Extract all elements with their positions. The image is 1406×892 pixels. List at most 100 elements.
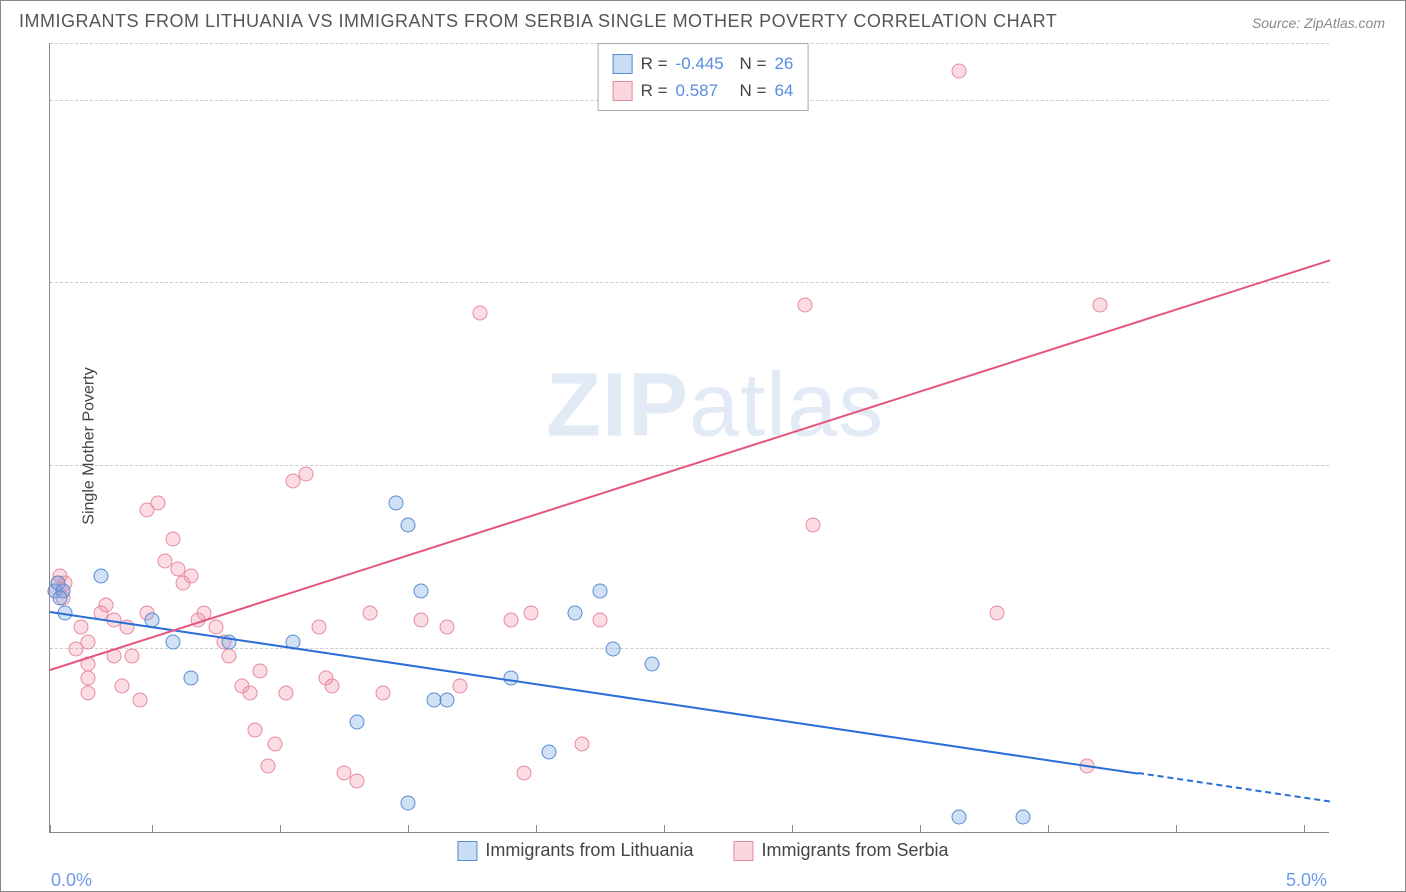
data-point [350, 773, 365, 788]
source-prefix: Source: [1252, 15, 1304, 31]
correlation-legend: R = -0.445 N = 26 R = 0.587 N = 64 [598, 43, 809, 111]
data-point [363, 605, 378, 620]
x-tick-mark [920, 825, 921, 833]
data-point [81, 686, 96, 701]
r-label: R = [641, 77, 668, 104]
data-point [268, 737, 283, 752]
data-point [375, 686, 390, 701]
data-point [132, 693, 147, 708]
r-label: R = [641, 50, 668, 77]
data-point [516, 766, 531, 781]
legend-label-serbia: Immigrants from Serbia [762, 840, 949, 861]
x-tick-mark [280, 825, 281, 833]
data-point [473, 305, 488, 320]
x-tick-mark [152, 825, 153, 833]
data-point [644, 656, 659, 671]
watermark: ZIPatlas [546, 354, 884, 457]
data-point [350, 715, 365, 730]
data-point [81, 671, 96, 686]
source-link[interactable]: ZipAtlas.com [1304, 15, 1385, 31]
data-point [524, 605, 539, 620]
data-point [165, 634, 180, 649]
data-point [247, 722, 262, 737]
data-point [324, 678, 339, 693]
gridline [50, 648, 1329, 649]
chart-container: IMMIGRANTS FROM LITHUANIA VS IMMIGRANTS … [0, 0, 1406, 892]
legend-item-serbia: Immigrants from Serbia [734, 840, 949, 861]
data-point [452, 678, 467, 693]
data-point [439, 693, 454, 708]
x-tick-mark [792, 825, 793, 833]
data-point [73, 620, 88, 635]
watermark-part-atlas: atlas [689, 355, 884, 455]
trend-line-lithuania [1138, 772, 1330, 803]
data-point [278, 686, 293, 701]
n-value-pink: 64 [774, 77, 793, 104]
gridline [50, 282, 1329, 283]
data-point [311, 620, 326, 635]
data-point [401, 795, 416, 810]
data-point [299, 466, 314, 481]
data-point [81, 634, 96, 649]
watermark-part-zip: ZIP [546, 355, 689, 455]
data-point [150, 495, 165, 510]
data-point [439, 620, 454, 635]
data-point [99, 598, 114, 613]
data-point [503, 612, 518, 627]
data-point [1015, 810, 1030, 825]
swatch-pink-icon [613, 81, 633, 101]
data-point [252, 664, 267, 679]
data-point [94, 568, 109, 583]
x-tick-mark [408, 825, 409, 833]
data-point [805, 517, 820, 532]
data-point [209, 620, 224, 635]
r-value-blue: -0.445 [676, 50, 732, 77]
swatch-pink-icon [734, 841, 754, 861]
trend-line-lithuania [50, 611, 1138, 775]
legend-item-lithuania: Immigrants from Lithuania [457, 840, 693, 861]
x-axis-min-label: 0.0% [51, 870, 92, 891]
data-point [798, 298, 813, 313]
x-tick-mark [1304, 825, 1305, 833]
data-point [1092, 298, 1107, 313]
x-axis-max-label: 5.0% [1286, 870, 1327, 891]
data-point [575, 737, 590, 752]
data-point [401, 517, 416, 532]
data-point [593, 612, 608, 627]
data-point [606, 642, 621, 657]
n-label: N = [740, 50, 767, 77]
x-tick-mark [1176, 825, 1177, 833]
data-point [242, 686, 257, 701]
legend-row-pink: R = 0.587 N = 64 [613, 77, 794, 104]
data-point [951, 810, 966, 825]
data-point [260, 759, 275, 774]
data-point [222, 649, 237, 664]
plot-area: ZIPatlas [49, 43, 1329, 833]
data-point [114, 678, 129, 693]
chart-title: IMMIGRANTS FROM LITHUANIA VS IMMIGRANTS … [19, 11, 1057, 32]
data-point [990, 605, 1005, 620]
x-tick-mark [536, 825, 537, 833]
series-legend: Immigrants from Lithuania Immigrants fro… [449, 838, 956, 863]
data-point [414, 583, 429, 598]
x-tick-mark [664, 825, 665, 833]
x-tick-mark [50, 825, 51, 833]
data-point [124, 649, 139, 664]
data-point [183, 568, 198, 583]
data-point [593, 583, 608, 598]
legend-label-lithuania: Immigrants from Lithuania [485, 840, 693, 861]
swatch-blue-icon [613, 54, 633, 74]
r-value-pink: 0.587 [676, 77, 732, 104]
source-attribution: Source: ZipAtlas.com [1252, 15, 1385, 31]
data-point [165, 532, 180, 547]
n-label: N = [740, 77, 767, 104]
data-point [388, 495, 403, 510]
x-tick-mark [1048, 825, 1049, 833]
data-point [951, 64, 966, 79]
legend-row-blue: R = -0.445 N = 26 [613, 50, 794, 77]
data-point [414, 612, 429, 627]
n-value-blue: 26 [774, 50, 793, 77]
swatch-blue-icon [457, 841, 477, 861]
data-point [542, 744, 557, 759]
data-point [53, 590, 68, 605]
